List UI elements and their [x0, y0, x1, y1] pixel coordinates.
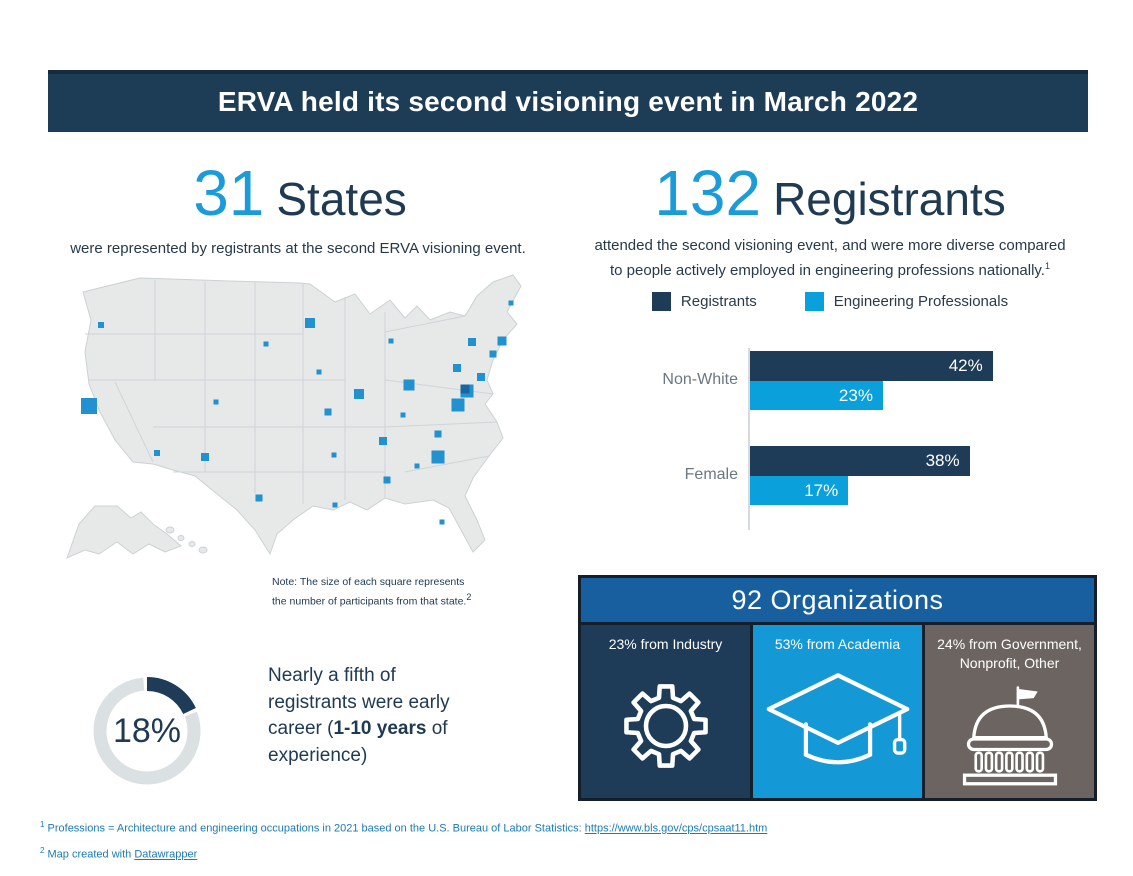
industry-label: 23% from Industry: [608, 636, 723, 652]
footnote-map-credit: 2 Map created with Datawrapper: [40, 846, 198, 861]
state-square: [383, 476, 391, 484]
engineering-professionals-swatch-icon: [804, 292, 824, 311]
state-square: [434, 430, 442, 438]
map-note: Note: The size of each square represents…: [272, 576, 472, 608]
state-square: [451, 398, 465, 412]
state-square: [468, 338, 476, 346]
state-square: [255, 494, 263, 502]
state-square: [453, 364, 461, 372]
bar-engineering-professionals-non-white: 23%: [750, 381, 883, 410]
capitol-icon: [925, 673, 1094, 798]
donut-chart: [93, 676, 201, 785]
academia-label: 53% from Academia: [774, 636, 901, 652]
bar-value-label: 38%: [925, 451, 960, 470]
state-square: [305, 318, 315, 328]
state-square: [331, 452, 337, 458]
registrants-word: Registrants: [773, 173, 1006, 225]
state-square: [388, 338, 394, 344]
gear-icon: [581, 654, 750, 798]
diversity-bar-chart: Non-White 42% 23% Female 38% 17%: [640, 344, 1100, 536]
bar-value-label: 23%: [838, 385, 873, 405]
registrants-count: 132: [654, 157, 762, 229]
graduation-cap-icon: [753, 654, 922, 798]
government-panel: 24% from Government, Nonprofit, Other: [925, 625, 1094, 798]
legend-item-engineering-professionals: Engineering Professionals: [804, 292, 1008, 311]
bar-category-label: Female: [684, 466, 738, 483]
chart-legend: Registrants Engineering Professionals: [560, 292, 1100, 311]
states-count: 31: [193, 157, 265, 229]
state-square: [379, 437, 387, 445]
states-heading: 31 States: [60, 156, 540, 230]
bar-registrants-female: 38%: [750, 446, 970, 476]
state-square: [332, 502, 338, 508]
state-square: [403, 379, 415, 391]
state-square: [201, 453, 209, 461]
state-square: [154, 450, 160, 456]
registrants-heading: 132 Registrants: [560, 156, 1100, 230]
bar-registrants-non-white: 42%: [750, 351, 993, 381]
registrants-subtitle: attended the second visioning event, and…: [594, 237, 1066, 279]
state-square: [400, 412, 406, 418]
state-square: [324, 408, 332, 416]
state-borders: [85, 280, 498, 504]
bar-value-label: 17%: [804, 480, 839, 500]
registrants-swatch-icon: [651, 292, 671, 311]
state-square: [489, 350, 497, 358]
page-title: ERVA held its second visioning event in …: [217, 86, 919, 117]
header-banner: ERVA held its second visioning event in …: [48, 70, 1088, 132]
state-square: [431, 450, 445, 464]
state-square: [263, 341, 269, 347]
bls-link[interactable]: https://www.bls.gov/cps/cpsaat11.htm: [584, 822, 768, 835]
government-label: 24% from Government, Nonprofit, Other: [937, 636, 1082, 671]
state-square: [439, 519, 445, 525]
early-career-donut: 18%: [88, 672, 206, 790]
state-square: [497, 336, 507, 346]
organizations-title: 92 Organizations: [581, 578, 1094, 622]
bar-value-label: 42%: [948, 356, 983, 375]
academia-panel: 53% from Academia: [753, 625, 922, 798]
state-square: [316, 369, 322, 375]
state-square: [98, 322, 104, 328]
state-square: [354, 389, 364, 399]
state-square: [81, 398, 97, 414]
early-career-text: Nearly a fifth of registrants were early…: [268, 665, 450, 766]
legend-item-registrants: Registrants: [651, 292, 757, 311]
state-square: [508, 300, 514, 306]
bar-engineering-professionals-female: 17%: [750, 476, 849, 505]
states-word: States: [276, 173, 407, 225]
hawaii-islands: [165, 526, 208, 554]
participant-squares: [81, 300, 514, 525]
state-square: [414, 463, 420, 469]
organizations-box: 92 Organizations 23% from Industry 53% f…: [578, 575, 1097, 801]
chart-axis-line: [748, 348, 750, 530]
us-map-land: [66, 274, 522, 559]
donut-percent-label: 18%: [112, 711, 182, 750]
states-subtitle: were represented by registrants at the s…: [70, 240, 526, 257]
state-square: [213, 399, 219, 405]
footnote-professions: 1 Professions = Architecture and enginee…: [40, 820, 768, 835]
us-map: [66, 274, 522, 559]
datawrapper-link[interactable]: Datawrapper: [134, 848, 198, 861]
industry-panel: 23% from Industry: [581, 625, 750, 798]
state-square: [460, 384, 470, 394]
bar-category-label: Non-White: [662, 371, 738, 388]
state-square: [477, 373, 485, 381]
